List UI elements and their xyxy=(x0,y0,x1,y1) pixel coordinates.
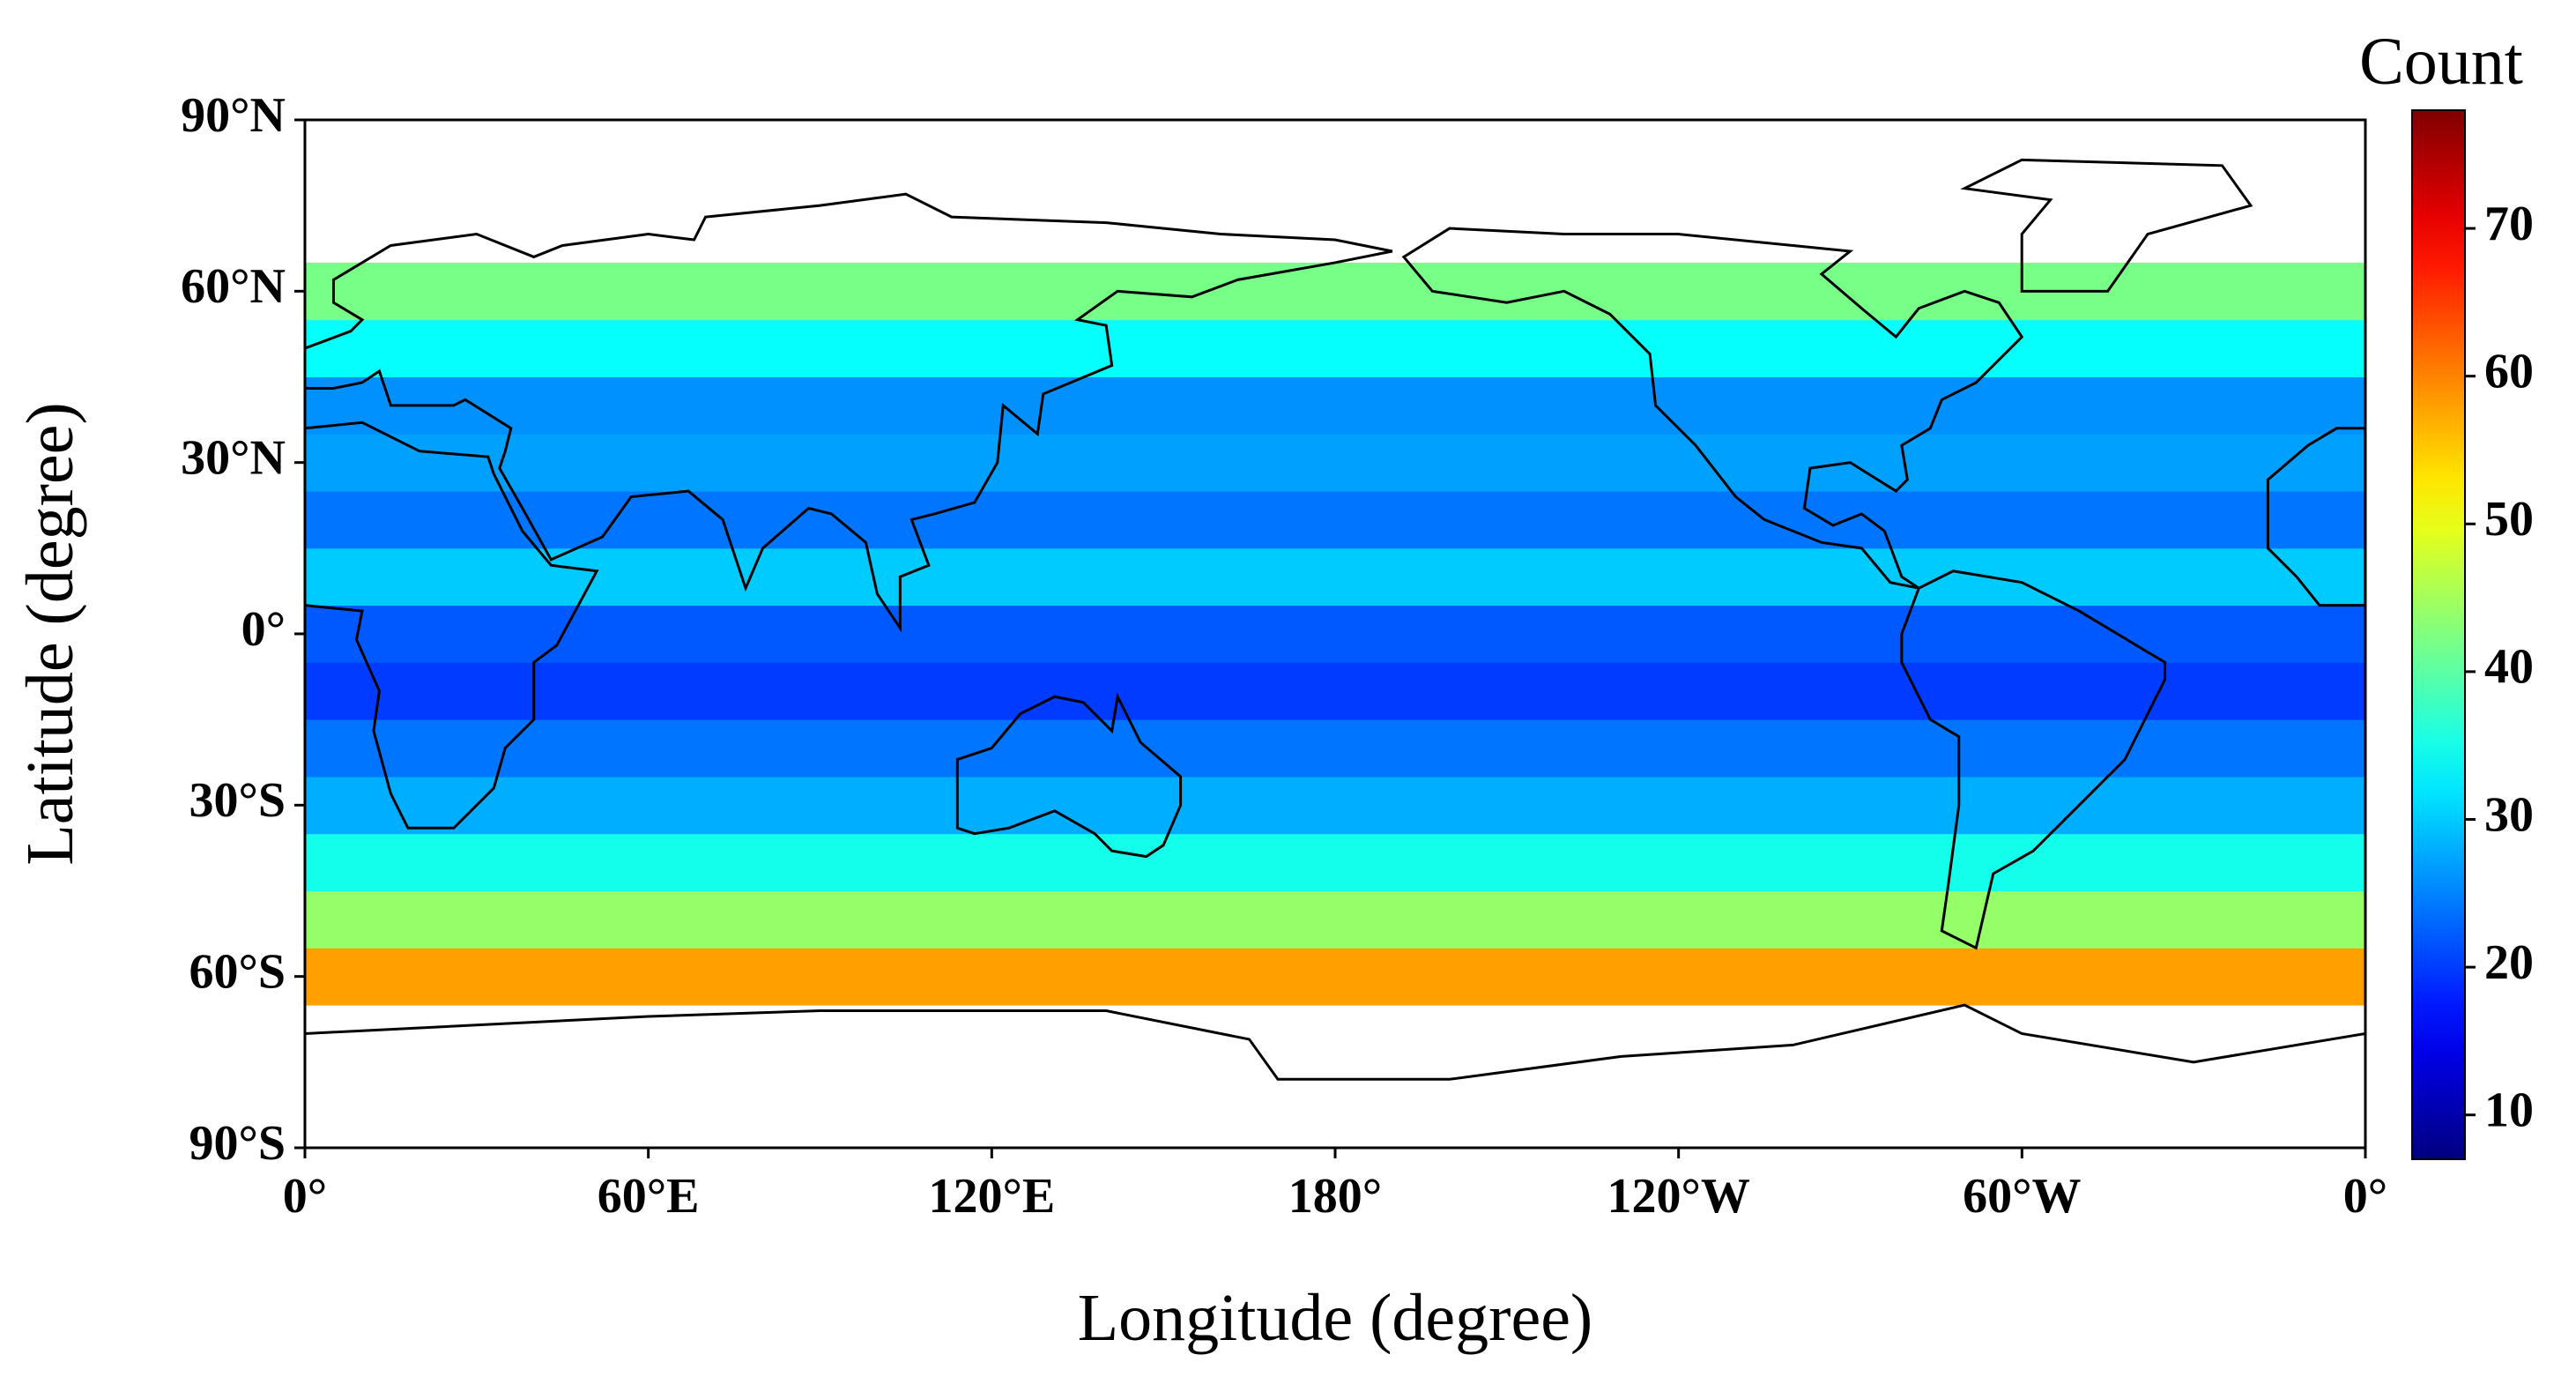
heat-cell xyxy=(305,547,2365,607)
x-tick-label: 180° xyxy=(1288,1169,1382,1224)
australia xyxy=(957,696,1180,856)
heat-cell xyxy=(305,491,2365,549)
colorbar-tick-label: 70 xyxy=(2484,197,2534,251)
africa xyxy=(305,422,597,828)
heatmap-layer xyxy=(305,262,2365,1006)
west-africa xyxy=(2268,428,2364,606)
y-tick-label: 0° xyxy=(241,602,286,657)
colorbar xyxy=(2411,109,2466,1160)
antarctica xyxy=(305,1005,2365,1079)
colorbar-tick-label: 50 xyxy=(2484,492,2534,547)
y-tick-label: 30°S xyxy=(189,773,286,828)
x-tick-label: 60°W xyxy=(1963,1169,2081,1224)
coastlines xyxy=(305,160,2365,1079)
colorbar-tick-label: 20 xyxy=(2484,935,2534,990)
heat-cell xyxy=(305,776,2365,835)
heat-cell xyxy=(305,890,2365,949)
greenland xyxy=(1964,160,2251,291)
heat-cell xyxy=(305,376,2365,435)
y-tick-label: 30°N xyxy=(181,431,286,486)
x-tick-label: 120°W xyxy=(1607,1169,1749,1224)
y-tick-label: 90°N xyxy=(181,88,286,143)
heat-cell xyxy=(305,833,2365,891)
x-axis-title: Longitude (degree) xyxy=(1078,1281,1593,1355)
colorbar-title: Count xyxy=(2359,25,2523,99)
heat-cell xyxy=(305,605,2365,663)
eurasia xyxy=(305,194,1392,628)
north-america xyxy=(1404,228,2022,588)
colorbar-tick-label: 30 xyxy=(2484,787,2534,842)
heat-cell xyxy=(305,434,2365,492)
heat-cell xyxy=(305,319,2365,377)
colorbar-tick-label: 10 xyxy=(2484,1083,2534,1138)
y-tick-label: 60°N xyxy=(181,259,286,314)
south-america xyxy=(1902,571,2165,949)
y-tick-label: 60°S xyxy=(189,945,286,1000)
heat-cell xyxy=(305,948,2365,1006)
colorbar-tick-label: 40 xyxy=(2484,640,2534,695)
x-tick-label: 120°E xyxy=(928,1169,1055,1224)
colorbar-tick-label: 60 xyxy=(2484,345,2534,399)
heat-cell xyxy=(305,719,2365,778)
heat-cell xyxy=(305,662,2365,720)
y-axis-title: Latitude (degree) xyxy=(13,402,87,865)
x-tick-label: 0° xyxy=(283,1169,327,1224)
x-tick-label: 60°E xyxy=(598,1169,700,1224)
x-tick-label: 0° xyxy=(2343,1169,2387,1224)
y-tick-label: 90°S xyxy=(189,1116,286,1171)
